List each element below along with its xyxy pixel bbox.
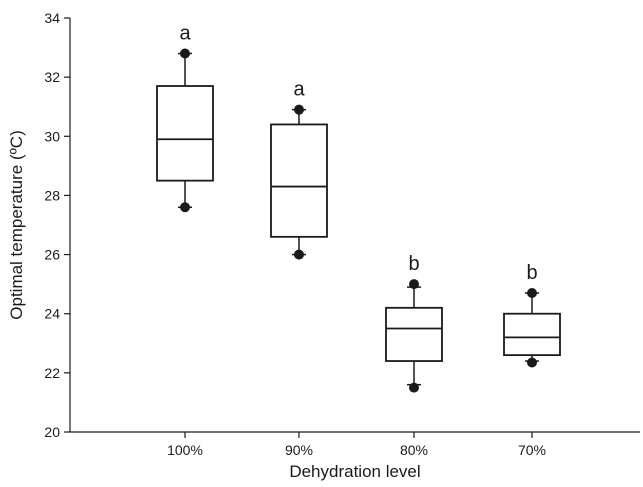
box-group: a <box>156 22 214 213</box>
x-tick-label: 80% <box>400 442 428 458</box>
y-axis-label: Optimal temperature (ºC) <box>7 130 26 319</box>
box-group: b <box>503 262 561 368</box>
boxes: a a b b <box>156 22 561 393</box>
y-tick-label: 30 <box>44 128 60 144</box>
x-ticks: 100% 90% 80% 70% <box>167 432 546 458</box>
y-tick-label: 24 <box>44 306 60 322</box>
y-tick-label: 22 <box>44 365 60 381</box>
outlier-point <box>409 382 419 393</box>
outlier-point <box>294 249 304 260</box>
significance-letter: b <box>408 253 419 275</box>
y-tick-label: 28 <box>44 187 60 203</box>
outlier-point <box>527 357 537 368</box>
significance-letter: a <box>293 79 305 101</box>
iqr-box <box>156 85 214 182</box>
outlier-point <box>409 279 419 290</box>
iqr-box <box>503 312 561 357</box>
y-tick-label: 32 <box>44 69 60 85</box>
significance-letter: b <box>526 262 537 284</box>
iqr-box <box>385 306 443 362</box>
box-group: a <box>270 79 328 260</box>
x-axis-label: Dehydration level <box>289 462 420 481</box>
outlier-point <box>294 104 304 115</box>
significance-letter: a <box>179 22 191 44</box>
y-tick-label: 34 <box>44 10 60 26</box>
iqr-box <box>270 123 328 238</box>
outlier-point <box>180 48 190 59</box>
x-tick-label: 90% <box>285 442 313 458</box>
outlier-point <box>527 288 537 299</box>
x-tick-label: 70% <box>518 442 546 458</box>
x-tick-label: 100% <box>167 442 203 458</box>
y-ticks: 20 22 24 26 28 30 32 34 <box>44 10 70 440</box>
box-group: b <box>385 253 443 393</box>
y-tick-label: 26 <box>44 247 60 263</box>
outlier-point <box>180 202 190 213</box>
y-tick-label: 20 <box>44 424 60 440</box>
axes <box>69 18 640 433</box>
